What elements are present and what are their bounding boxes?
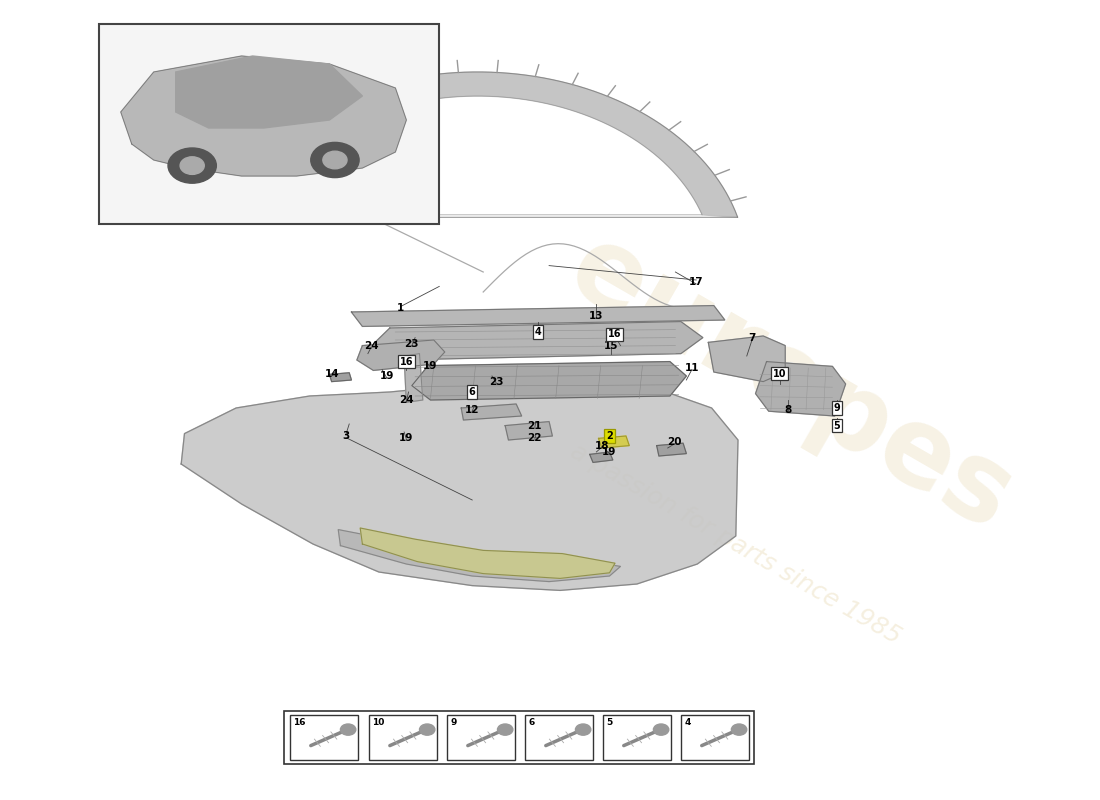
Bar [603, 715, 671, 760]
Text: 16: 16 [399, 357, 414, 366]
Circle shape [732, 724, 747, 735]
Text: 19: 19 [424, 361, 438, 370]
Text: 24: 24 [364, 341, 378, 350]
Text: 22: 22 [528, 433, 542, 442]
Text: 6: 6 [469, 387, 475, 397]
Text: 1: 1 [397, 303, 405, 313]
Polygon shape [404, 354, 422, 402]
Bar [99, 24, 439, 224]
Polygon shape [657, 443, 686, 456]
Text: 19: 19 [399, 433, 414, 442]
Circle shape [653, 724, 669, 735]
Text: europes: europes [550, 214, 1031, 554]
Polygon shape [708, 336, 785, 382]
Bar [368, 715, 437, 760]
Polygon shape [218, 72, 738, 218]
Text: 23: 23 [405, 339, 419, 349]
Bar [681, 715, 749, 760]
Polygon shape [351, 306, 725, 326]
Circle shape [168, 148, 217, 183]
Bar [290, 715, 358, 760]
Text: 9: 9 [834, 403, 840, 413]
Polygon shape [756, 362, 846, 416]
Text: 4: 4 [535, 327, 541, 337]
Text: 16: 16 [294, 718, 306, 727]
Text: 2: 2 [606, 431, 613, 441]
Text: 8: 8 [785, 406, 792, 415]
Text: 5: 5 [834, 421, 840, 430]
Text: 15: 15 [603, 341, 618, 350]
Circle shape [419, 724, 435, 735]
Polygon shape [360, 528, 615, 578]
Text: 17: 17 [689, 277, 704, 286]
Bar [525, 715, 593, 760]
Text: 9: 9 [450, 718, 456, 727]
Text: 6: 6 [528, 718, 535, 727]
Text: 23: 23 [490, 377, 504, 386]
Text: 7: 7 [749, 333, 756, 342]
Text: 3: 3 [342, 431, 350, 441]
Text: 4: 4 [684, 718, 691, 727]
Polygon shape [411, 362, 686, 400]
Polygon shape [356, 340, 444, 370]
Circle shape [575, 724, 591, 735]
Polygon shape [121, 56, 406, 176]
Circle shape [323, 151, 346, 169]
Circle shape [340, 724, 355, 735]
Text: 21: 21 [528, 421, 542, 430]
Polygon shape [373, 322, 703, 360]
Text: 16: 16 [608, 330, 622, 339]
Text: 14: 14 [324, 370, 339, 379]
Bar [447, 715, 515, 760]
Text: 10: 10 [372, 718, 385, 727]
Polygon shape [505, 422, 552, 440]
Text: 18: 18 [595, 441, 609, 450]
Circle shape [180, 157, 205, 174]
Text: 24: 24 [399, 395, 414, 405]
Polygon shape [590, 452, 613, 462]
Polygon shape [598, 436, 629, 448]
Text: 12: 12 [465, 405, 480, 414]
Polygon shape [338, 530, 620, 582]
Polygon shape [182, 380, 738, 590]
Circle shape [497, 724, 513, 735]
Polygon shape [461, 404, 521, 420]
Bar [285, 711, 755, 764]
Text: 19: 19 [603, 447, 617, 457]
Polygon shape [330, 373, 351, 382]
Text: a passion for parts since 1985: a passion for parts since 1985 [566, 439, 905, 649]
Text: 20: 20 [667, 438, 682, 447]
Text: 13: 13 [590, 311, 604, 321]
Text: 5: 5 [606, 718, 613, 727]
Text: 10: 10 [773, 369, 786, 378]
Polygon shape [176, 56, 362, 128]
Text: 11: 11 [684, 363, 700, 373]
Text: 19: 19 [379, 371, 394, 381]
Circle shape [311, 142, 359, 178]
